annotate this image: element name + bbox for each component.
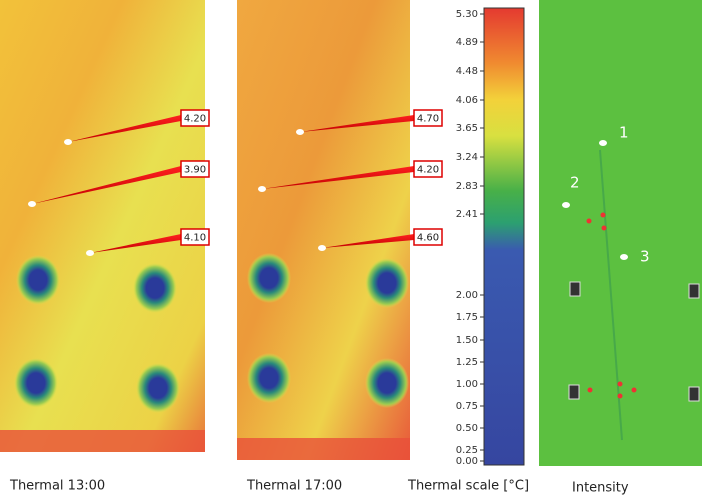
- marker: [28, 201, 36, 207]
- reflector: [588, 388, 593, 393]
- reflector: [632, 388, 637, 393]
- target: [689, 387, 699, 401]
- marker: [562, 202, 570, 208]
- tick-label: 1.75: [456, 312, 478, 323]
- marker: [599, 140, 607, 146]
- tick-label: 3.65: [456, 123, 478, 134]
- callout-value: 4.10: [184, 233, 206, 244]
- reflector: [618, 382, 623, 387]
- tick-label: 1.25: [456, 357, 478, 368]
- cold-spot: [14, 358, 58, 408]
- colorbar: [484, 8, 524, 465]
- tick-label: 0.00: [456, 456, 478, 467]
- reflector: [601, 213, 606, 218]
- cold-spot: [16, 255, 60, 305]
- tick-label: 0.25: [456, 445, 478, 456]
- tick-label: 0.50: [456, 423, 478, 434]
- callout-value: 4.70: [417, 114, 439, 125]
- tick-label: 2.83: [456, 181, 478, 192]
- marker: [86, 250, 94, 256]
- marker: [296, 129, 304, 135]
- tick-label: 1.00: [456, 379, 478, 390]
- point-label: 2: [570, 174, 580, 192]
- callout-value: 4.60: [417, 233, 439, 244]
- cold-spot: [365, 258, 409, 308]
- cold-spot: [136, 363, 180, 413]
- tick-label: 2.00: [456, 290, 478, 301]
- marker: [64, 139, 72, 145]
- cold-spot: [133, 263, 177, 313]
- callout-value: 3.90: [184, 165, 206, 176]
- callout-value: 4.20: [184, 114, 206, 125]
- colorbar-caption: Thermal scale [°C]: [407, 479, 529, 494]
- target: [689, 284, 699, 298]
- reflector: [587, 219, 592, 224]
- page: {"panels":[ {"caption":"Thermal 13:00","…: [0, 0, 702, 500]
- tick-label: 4.48: [456, 66, 478, 77]
- tick-label: 3.24: [456, 152, 478, 163]
- cold-spot: [365, 358, 409, 408]
- tick-label: 2.41: [456, 209, 478, 220]
- tick-label: 4.89: [456, 37, 478, 48]
- panel-caption: Thermal 13:00: [9, 479, 105, 494]
- figure: 4.20 3.90 4.10 Thermal 13:00 4.70 4.20 4.60 The…: [0, 0, 702, 500]
- marker: [258, 186, 266, 192]
- reflector: [618, 394, 623, 399]
- panel-caption: Thermal 17:00: [246, 479, 342, 494]
- tick-label: 1.50: [456, 335, 478, 346]
- cold-spot: [247, 253, 291, 303]
- point-label: 1: [619, 124, 629, 142]
- marker: [318, 245, 326, 251]
- panel-caption: Intensity: [572, 481, 629, 496]
- target: [569, 385, 579, 399]
- hot-band: [237, 438, 410, 460]
- hot-band: [0, 430, 205, 452]
- point-label: 3: [640, 248, 650, 266]
- tick-label: 5.30: [456, 9, 478, 20]
- reflector: [602, 226, 607, 231]
- marker: [620, 254, 628, 260]
- callout-value: 4.20: [417, 165, 439, 176]
- cold-spot: [247, 353, 291, 403]
- tick-label: 4.06: [456, 95, 478, 106]
- tick-label: 0.75: [456, 401, 478, 412]
- target: [570, 282, 580, 296]
